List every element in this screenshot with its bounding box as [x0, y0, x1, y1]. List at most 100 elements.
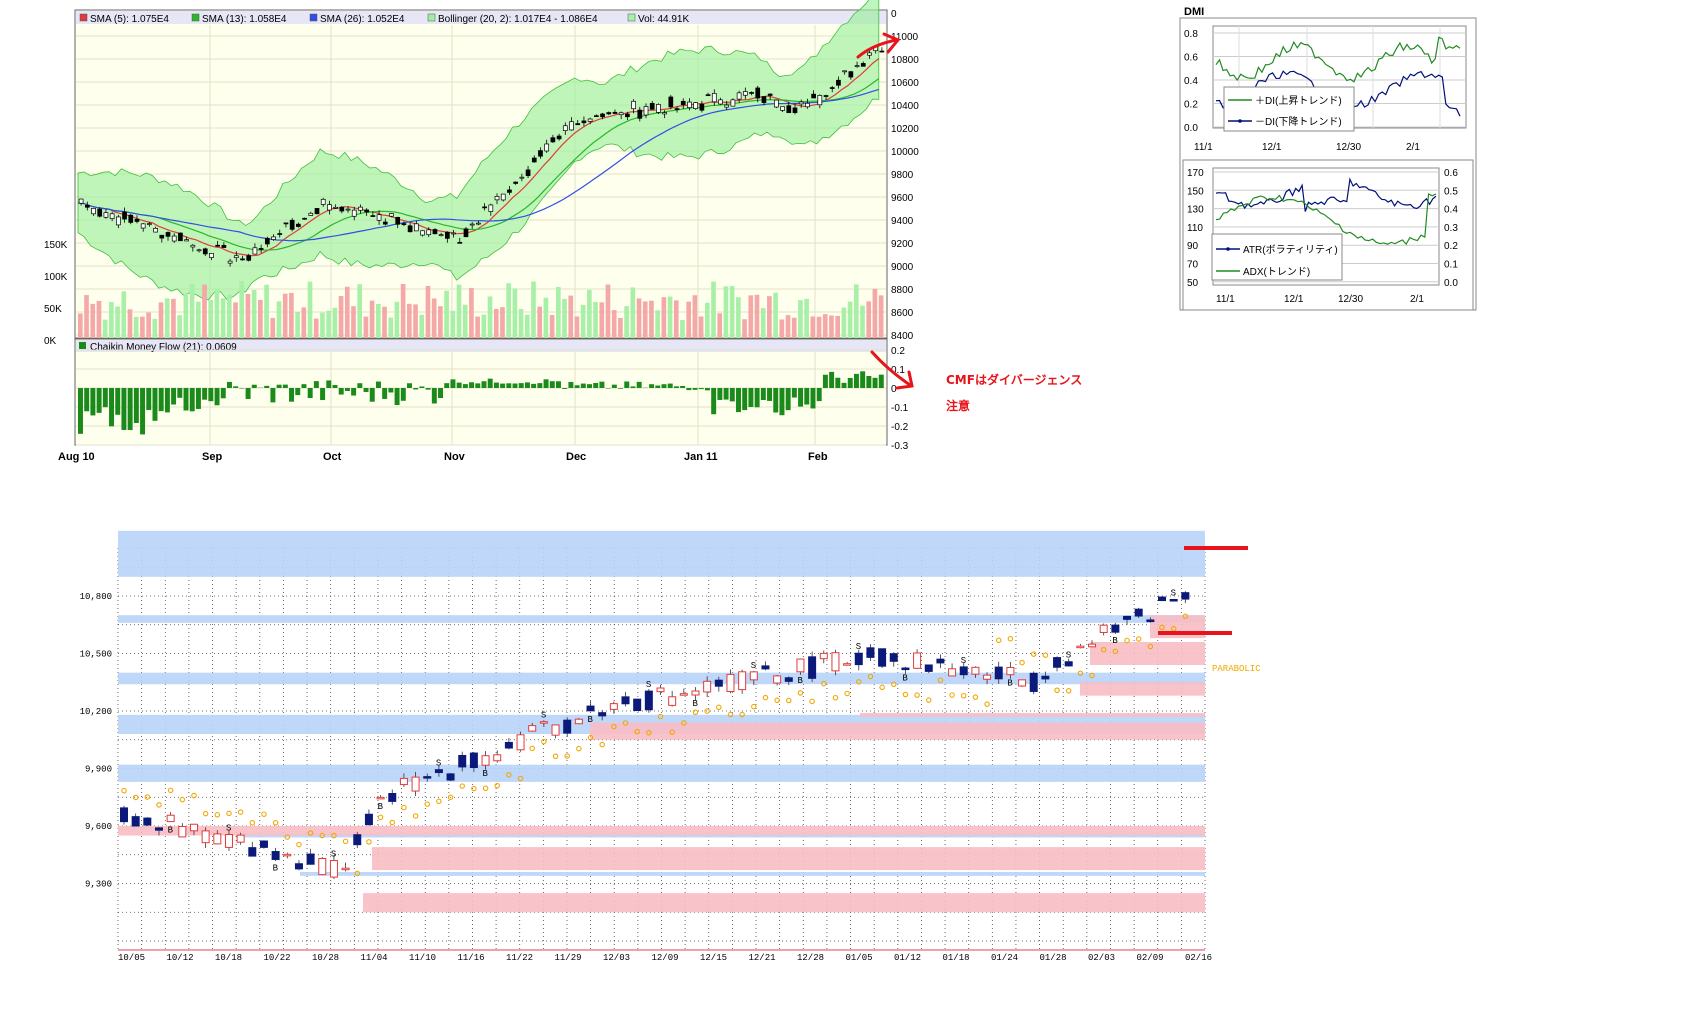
candle-body — [649, 102, 655, 110]
signal-s: S — [961, 656, 966, 666]
candle-body — [817, 95, 823, 106]
cmf-bar — [202, 388, 208, 400]
atr-left-tick: 150 — [1187, 186, 1204, 197]
parabolic-dot — [494, 782, 500, 789]
candle-body — [749, 92, 754, 94]
cmf-bar — [313, 381, 319, 388]
volume-bar — [493, 308, 499, 338]
candle-body — [476, 222, 481, 225]
volume-bar — [549, 315, 555, 338]
candle-body — [246, 255, 252, 261]
cmf-bar — [326, 380, 332, 388]
volume-bar — [351, 306, 356, 338]
volume-bar — [301, 307, 307, 338]
candle-body — [364, 209, 370, 213]
cmf-bar — [549, 381, 555, 388]
bottom-x-label: 01/28 — [1040, 953, 1067, 963]
top-x-label: Jan 11 — [684, 451, 718, 463]
signal-s: S — [856, 642, 861, 652]
volume-bar — [816, 316, 822, 338]
cmf-bar — [351, 388, 357, 396]
volume-bar — [239, 281, 245, 338]
volume-bar — [295, 311, 300, 338]
price-tick-label: 10600 — [891, 78, 919, 89]
cmf-bar — [587, 384, 592, 388]
bottom-x-label: 01/05 — [846, 953, 873, 963]
volume-bar — [760, 308, 766, 338]
bottom-y-label: 10,800 — [80, 592, 112, 602]
volume-bar — [506, 283, 511, 338]
candle-body — [488, 204, 494, 212]
volume-bar — [233, 302, 238, 338]
cmf-bar — [369, 388, 375, 402]
bottom-candle-body — [376, 796, 385, 800]
legend-swatch — [627, 13, 636, 22]
legend-label: SMA (26): 1.052E4 — [320, 14, 405, 25]
bottom-candle-body — [458, 754, 467, 768]
candle-body — [202, 248, 208, 255]
bottom-candle-body — [924, 664, 933, 672]
bottom-candle-body — [131, 816, 140, 827]
bottom-candle-body — [1041, 675, 1050, 680]
parabolic-dot — [1054, 687, 1060, 693]
parabolic-dot — [949, 692, 955, 698]
volume-bar — [202, 284, 207, 338]
candle-body — [581, 120, 587, 124]
demand-zone — [363, 893, 1205, 913]
parabolic-dot — [529, 745, 535, 752]
cmf-bar — [624, 381, 630, 388]
candle-body — [780, 106, 785, 111]
volume-bar — [214, 288, 220, 338]
cmf-bar — [760, 388, 766, 401]
top-x-label: Sep — [202, 451, 222, 463]
candle-body — [184, 239, 189, 242]
cmf-bar — [177, 388, 183, 398]
volume-bar — [779, 319, 785, 338]
cmf-bar — [469, 382, 475, 388]
volume-axis: 150K 100K 50K 0K — [44, 240, 68, 347]
cmf-bar — [692, 388, 698, 390]
volume-bar — [102, 319, 108, 338]
top-x-label: Feb — [808, 451, 828, 463]
top-x-label: Nov — [444, 451, 466, 463]
cmf-bar — [158, 388, 164, 412]
parabolic-dot — [214, 812, 221, 818]
cmf-bar — [152, 388, 158, 421]
volume-bar — [146, 312, 151, 338]
candle-body — [109, 213, 115, 219]
candle-body — [531, 157, 537, 163]
candle-body — [240, 258, 245, 261]
parabolic-dot — [1182, 613, 1189, 620]
parabolic-dot — [436, 798, 442, 805]
parabolic-dot — [1170, 626, 1177, 632]
volume-bar — [649, 300, 654, 338]
dmi-tick-label: 0.6 — [1184, 53, 1198, 64]
bottom-candle-body — [1134, 608, 1143, 617]
cmf-bar — [146, 388, 152, 410]
bottom-x-label: 10/18 — [215, 953, 242, 963]
cmf-tick-label: -0.2 — [891, 422, 909, 433]
cmf-bar — [96, 388, 102, 413]
cmf-bar — [649, 384, 655, 388]
volume-bar — [177, 315, 182, 338]
signal-s: S — [1066, 651, 1071, 661]
parabolic-dot — [307, 830, 314, 836]
bottom-candle-body — [948, 668, 957, 677]
dmi-x-label: 11/1 — [1194, 142, 1213, 153]
bottom-candle-body — [248, 847, 257, 857]
parabolic-dot — [1124, 637, 1130, 644]
bottom-candle-body — [364, 813, 373, 826]
parabolic-dot — [272, 820, 279, 826]
dmi-x-label: 12/30 — [1336, 142, 1361, 153]
atr-right-tick: 0.1 — [1444, 260, 1458, 271]
supply-zone — [118, 530, 1205, 577]
cmf-bar — [357, 383, 363, 388]
parabolic-dot — [156, 802, 162, 808]
volume-bar — [866, 301, 872, 338]
cmf-bar — [698, 388, 704, 390]
bottom-grid — [117, 547, 1206, 951]
parabolic-dot — [914, 692, 920, 698]
bottom-candle-body — [866, 647, 875, 658]
cmf-bar — [264, 385, 270, 388]
